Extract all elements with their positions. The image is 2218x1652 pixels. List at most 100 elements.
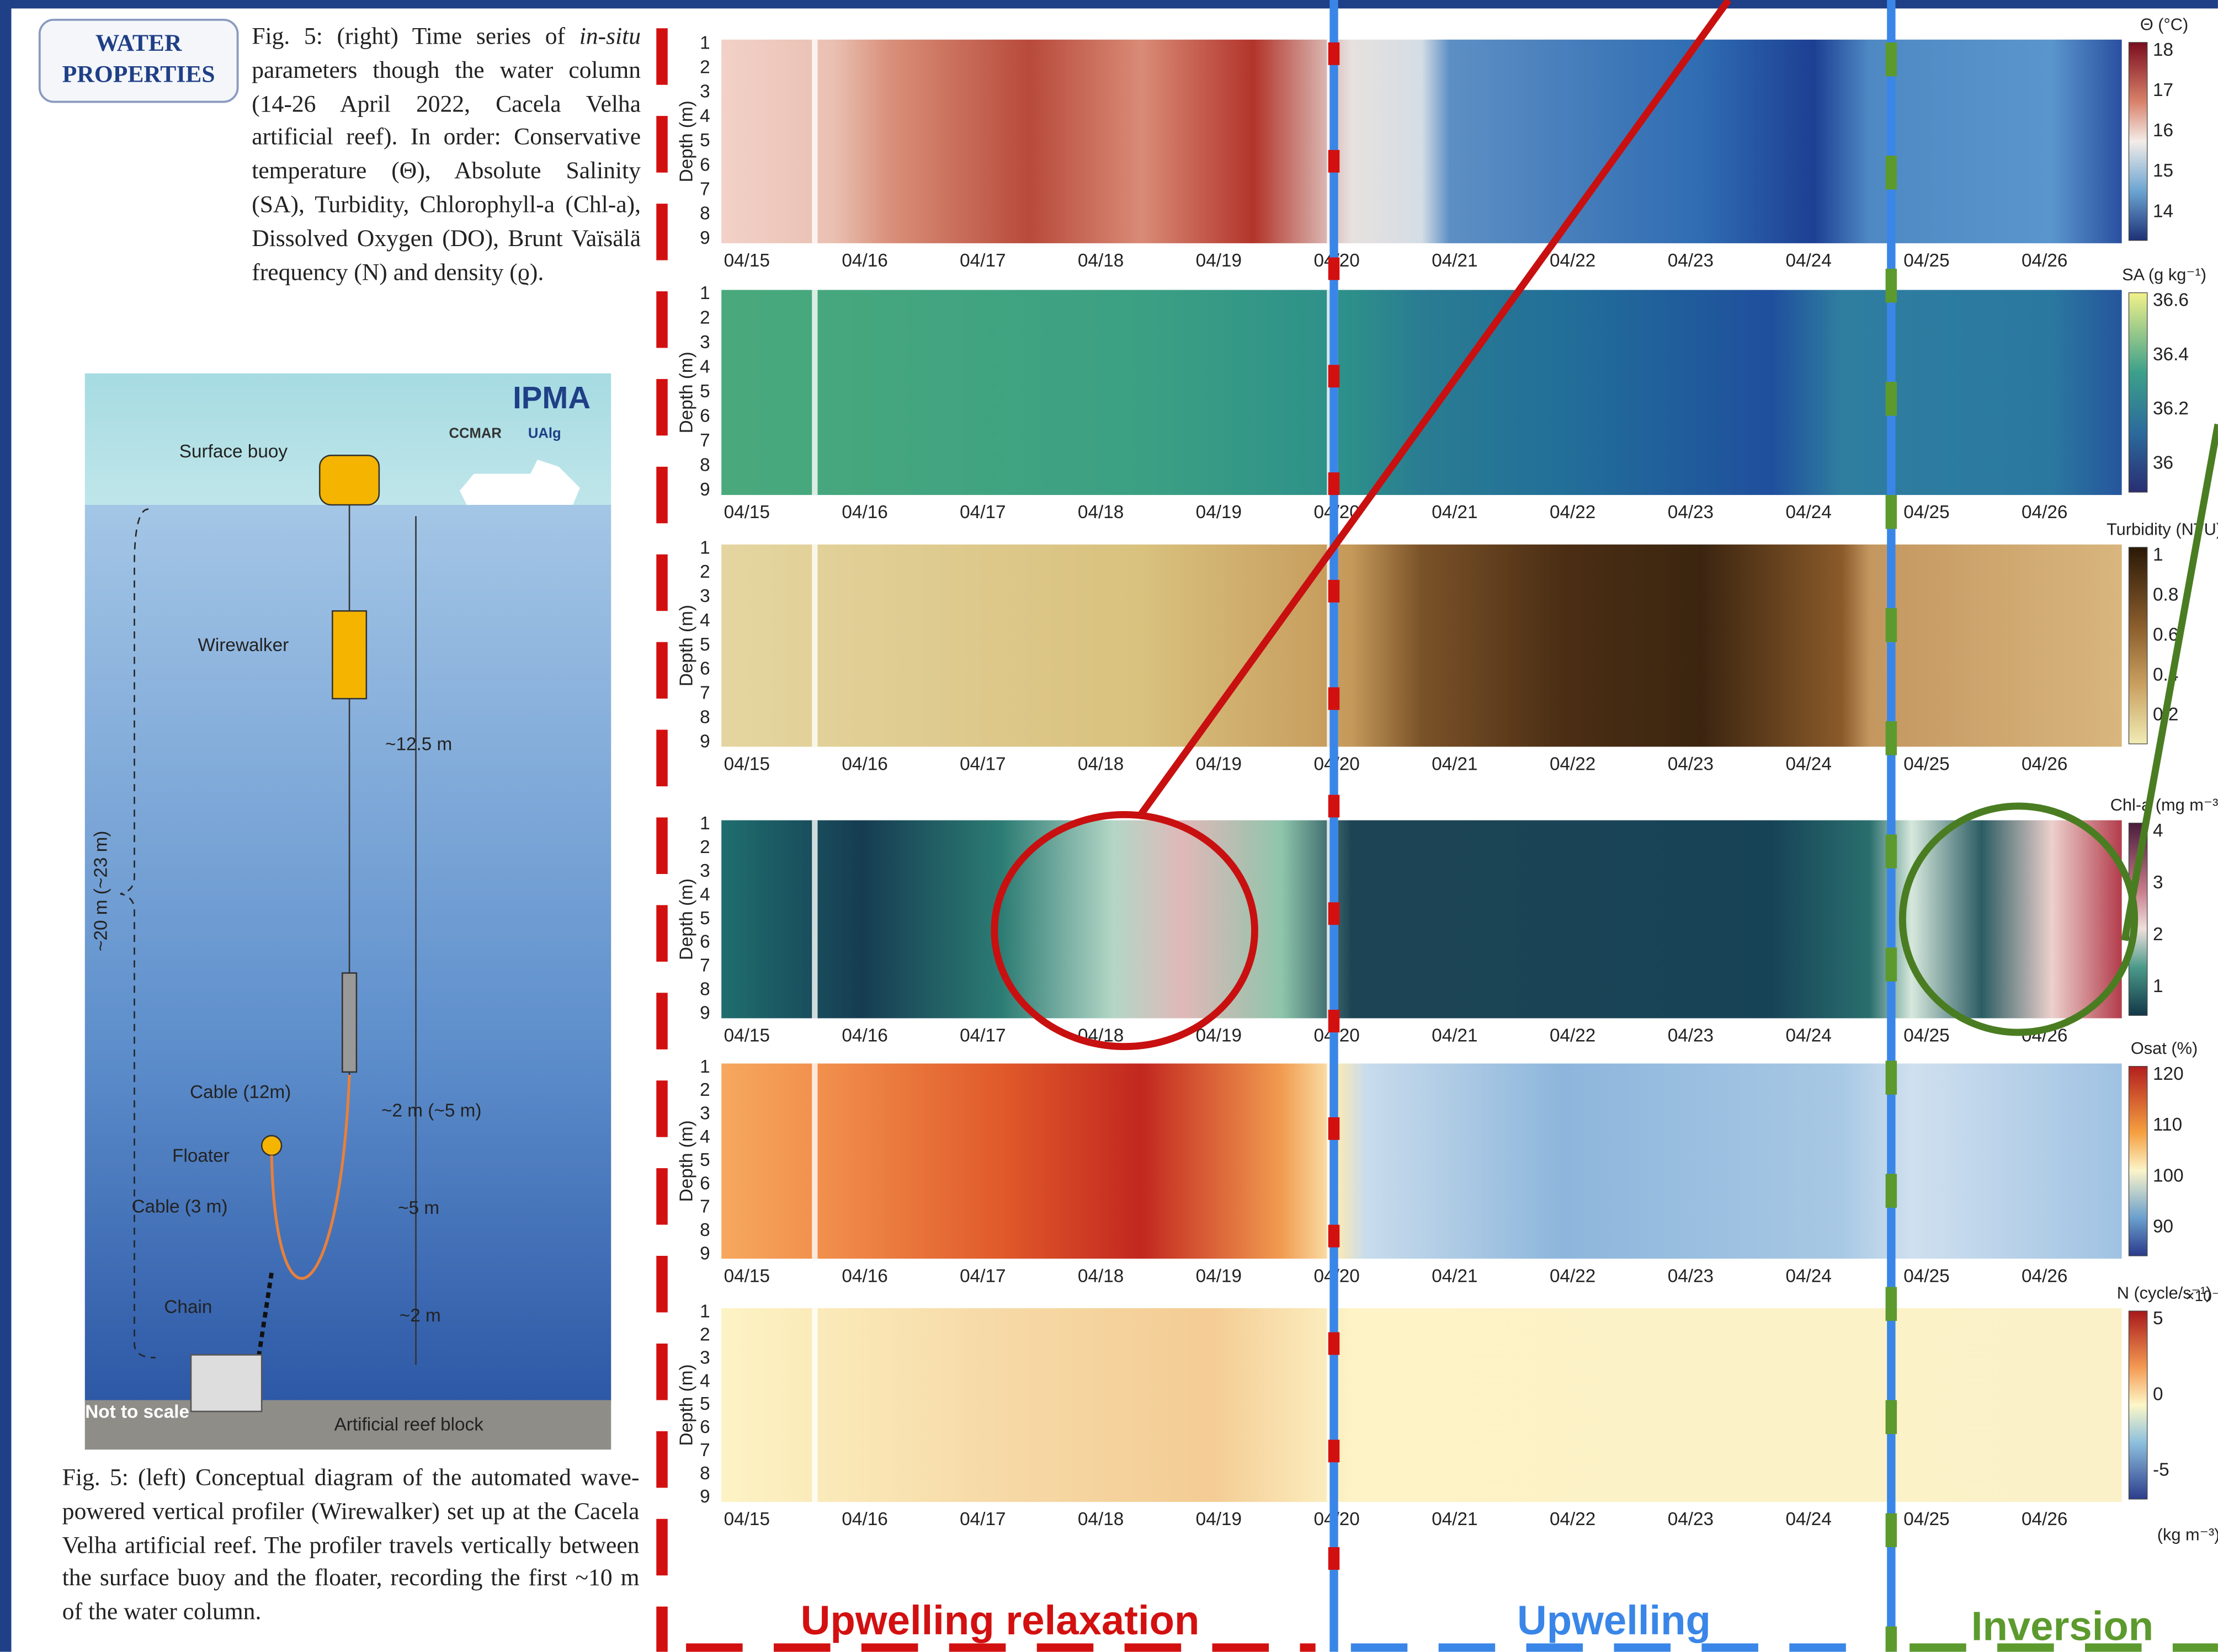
poster-section: WATERPROPERTIES Surface buoyWirewalker~1…: [0, 0, 2218, 1652]
depth-axis-label: Depth (m): [676, 1364, 696, 1446]
date-tick-label: 04/23: [1668, 502, 1714, 523]
date-tick-label: 04/26: [2022, 1509, 2067, 1530]
logo: IPMA: [513, 380, 591, 415]
date-tick-label: 04/26: [2022, 754, 2067, 774]
caption-left: Fig. 5: (left) Conceptual diagram of the…: [62, 1461, 640, 1629]
date-tick-label: 04/21: [1432, 1509, 1477, 1530]
colorbar-tick-label: 3: [2153, 872, 2163, 893]
left-bar: [0, 0, 12, 1652]
depth-axis-label: Depth (m): [676, 351, 696, 433]
data-gap: [812, 545, 817, 747]
depth-tick-label: 1: [700, 33, 710, 53]
colorbar-tick-label: 1: [2153, 976, 2163, 996]
depth-tick-label: 8: [700, 1463, 710, 1484]
depth-tick-label: 1: [700, 1057, 710, 1077]
date-tick-label: 04/19: [1196, 1266, 1242, 1286]
date-tick-label: 04/26: [2022, 251, 2067, 271]
colorbar-tick-label: 0.8: [2153, 585, 2178, 605]
date-tick-label: 04/24: [1785, 1509, 1831, 1530]
date-tick-label: 04/22: [1550, 1266, 1595, 1286]
data-gap: [812, 290, 817, 495]
depth-tick-label: 3: [700, 332, 710, 353]
date-tick-label: 04/23: [1668, 754, 1714, 774]
date-tick-label: 04/23: [1668, 1509, 1714, 1530]
depth-tick-label: 8: [700, 204, 710, 224]
date-tick-label: 04/26: [2022, 502, 2067, 523]
date-tick-label: 04/18: [1078, 502, 1124, 523]
depth-tick-label: 2: [700, 1324, 710, 1345]
date-tick-label: 04/15: [724, 1026, 770, 1046]
colorbar-tick-label: 36.6: [2153, 290, 2189, 311]
heatmap: [721, 1308, 2121, 1502]
date-tick-label: 04/23: [1668, 251, 1714, 271]
colorbar-label: SA (g kg⁻¹): [2122, 265, 2206, 284]
depth-tick-label: 6: [700, 1417, 710, 1437]
diagram-label: Floater: [172, 1145, 230, 1166]
date-tick-label: 04/25: [1903, 251, 1949, 271]
reef-block: [191, 1355, 262, 1411]
depth-tick-label: 1: [700, 813, 710, 834]
date-tick-label: 04/19: [1196, 754, 1242, 774]
buoy: [320, 455, 379, 505]
colorbar-label: Chl-a (mg m⁻³: [2110, 795, 2218, 814]
depth-axis-label: Depth (m): [676, 100, 696, 182]
depth-tick-label: 5: [700, 1394, 710, 1414]
date-tick-label: 04/25: [1903, 1026, 1949, 1046]
depth-tick-label: 2: [700, 837, 710, 857]
depth-tick-label: 7: [700, 1197, 710, 1217]
depth-tick-label: 5: [700, 1150, 710, 1170]
date-tick-label: 04/21: [1432, 1026, 1477, 1046]
date-tick-label: 04/17: [960, 1509, 1006, 1530]
date-tick-label: 04/25: [1903, 1266, 1949, 1286]
diagram-label: ~20 m (~23 m): [91, 831, 111, 951]
depth-tick-label: 9: [700, 1486, 710, 1507]
colorbar-tick-label: 0: [2153, 1384, 2163, 1404]
date-tick-label: 04/19: [1196, 502, 1242, 523]
colorbar-tick-label: 16: [2153, 120, 2173, 141]
date-tick-label: 04/18: [1078, 1266, 1124, 1286]
data-gap: [812, 40, 817, 243]
date-tick-label: 04/21: [1432, 754, 1477, 774]
colorbar-tick-label: 36.4: [2153, 344, 2189, 365]
heatmap: [721, 545, 2121, 747]
colorbar: [2129, 547, 2147, 744]
colorbar-multiplier: ×10⁻⁴: [2185, 1287, 2218, 1304]
colorbar-tick-label: 1: [2153, 545, 2163, 565]
depth-tick-label: 4: [700, 1127, 710, 1147]
diagram-label: ~2 m: [400, 1305, 441, 1326]
date-tick-label: 04/15: [724, 754, 770, 774]
depth-tick-label: 2: [700, 307, 710, 328]
date-tick-label: 04/18: [1078, 754, 1124, 774]
depth-tick-label: 4: [700, 357, 710, 377]
depth-tick-label: 1: [700, 283, 710, 303]
depth-tick-label: 1: [700, 537, 710, 558]
depth-tick-label: 7: [700, 430, 710, 451]
diagram-label: Artificial reef block: [334, 1414, 484, 1435]
date-tick-label: 04/17: [960, 251, 1006, 271]
colorbar: [2129, 293, 2147, 492]
depth-tick-label: 5: [700, 908, 710, 929]
colorbar-tick-label: 5: [2153, 1308, 2163, 1329]
colorbar: [2129, 42, 2147, 241]
caption-right: Fig. 5: (right) Time series of in-situ p…: [252, 20, 641, 289]
depth-tick-label: 9: [700, 1003, 710, 1024]
date-tick-label: 04/19: [1196, 1509, 1242, 1530]
colorbar-tick-label: 36: [2153, 452, 2173, 473]
colorbar-tick-label: 4: [2153, 820, 2163, 841]
density-label: (kg m⁻³): [2157, 1525, 2218, 1544]
date-tick-label: 04/16: [842, 1509, 887, 1530]
caption-segment: parameters though the water column (14-2…: [252, 56, 641, 285]
date-tick-label: 04/17: [960, 1026, 1006, 1046]
colorbar-tick-label: 18: [2153, 40, 2173, 60]
colorbar-tick-label: 100: [2153, 1165, 2184, 1186]
depth-tick-label: 2: [700, 57, 710, 77]
depth-tick-label: 9: [700, 479, 710, 500]
depth-tick-label: 4: [700, 610, 710, 631]
depth-tick-label: 5: [700, 130, 710, 151]
depth-tick-label: 6: [700, 406, 710, 427]
date-tick-label: 04/19: [1196, 1026, 1242, 1046]
colorbar-tick-label: 110: [2153, 1115, 2182, 1135]
